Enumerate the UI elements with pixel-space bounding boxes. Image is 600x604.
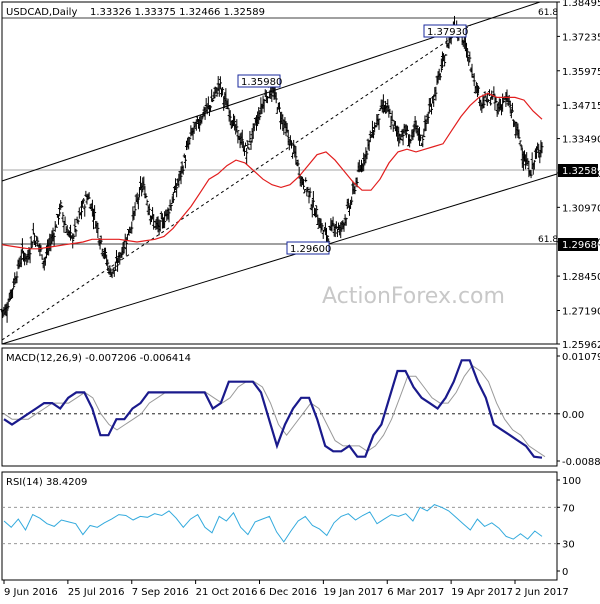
rsi-axis-label: 100 [562,476,581,487]
annotation-high-label: 1.37930 [427,27,468,38]
annotation-high: 1.37930 [423,24,468,38]
level-tag-label: 1.29680 [562,240,600,251]
x-axis-label: 6 Mar 2017 [387,587,444,598]
x-axis-label: 6 Dec 2016 [260,587,318,598]
fib-label-bottom: 61.8 [538,235,558,245]
price-axis-label: 1.33490 [562,135,600,146]
price-axis-label: 1.28450 [562,272,600,283]
annotation-mid-box [237,74,281,88]
x-axis-label: 25 Jul 2016 [68,587,125,598]
rsi-axis-label: 0 [562,567,568,578]
dashed-trend-line [1,24,472,341]
price-axis-label: 1.34715 [562,101,600,112]
price-tag-label: 1.32589 [562,166,600,177]
rsi-panel-frame [1,471,558,581]
rsi-axis: 100 70 30 0 [557,476,581,578]
rsi-title: RSI(14) 38.4209 [6,477,87,488]
watermark: ActionForex.com [322,284,505,309]
annotation-low-box [286,241,330,255]
x-axis-label: 2 Jun 2017 [515,587,569,598]
annotation-high-box [423,24,467,38]
price-axis-label: 1.30970 [562,203,600,214]
level-tag: 1.29680 [558,238,600,251]
annotation-mid-label: 1.35980 [241,77,282,88]
level-tag-box [558,238,598,251]
x-axis-label: 19 Jan 2017 [323,587,383,598]
price-panel-frame [1,1,558,345]
fib-label-top: 61.8 [538,8,558,18]
rsi-line [3,504,543,543]
x-axis-label: 21 Oct 2016 [196,587,258,598]
macd-panel: MACD(12,26,9) -0.007206 -0.006414 [1,347,558,467]
x-axis-label: 9 Jun 2016 [4,587,58,598]
price-axis-label: 1.27190 [562,306,600,317]
macd-main-line [3,359,543,459]
macd-panel-frame [1,347,558,467]
macd-signal-line [3,364,546,458]
price-tag: 1.32589 [558,164,600,177]
x-axis-label: 7 Sep 2016 [132,587,189,598]
x-axis: 9 Jun 2016 25 Jul 2016 7 Sep 2016 21 Oct 20… [3,580,569,598]
macd-axis-label: 0.010797 [562,352,600,363]
rsi-grid [2,506,557,545]
rsi-axis-label: 70 [562,503,575,514]
annotation-low: 1.29600 [286,241,331,255]
price-axis-label: 1.35975 [562,67,600,78]
price-axis-label: 1.37235 [562,32,600,43]
macd-axis-label: 0.00 [562,410,584,421]
price-panel: USDCAD,Daily 1.33326 1.33375 1.32466 1.3… [0,1,558,345]
channel-lower-line [1,173,558,345]
price-axis-label: 1.25962 [562,340,600,351]
price-tag-box [558,164,598,177]
chart-header-ohlc: 1.33326 1.33375 1.32466 1.32589 [90,7,265,18]
rsi-panel: RSI(14) 38.4209 [1,471,558,581]
macd-axis-label: -0.008812 [562,457,600,468]
macd-title: MACD(12,26,9) -0.007206 -0.006414 [6,353,191,364]
chart-header-symbol: USDCAD,Daily [6,7,77,18]
rsi-axis-label: 30 [562,540,575,551]
ma-line [1,92,543,250]
macd-axis: 0.010797 0.00 -0.008812 [557,352,600,468]
x-axis-label: 19 Apr 2017 [451,587,513,598]
price-axis-label: 1.38495 [562,0,600,9]
annotation-mid: 1.35980 [237,74,282,88]
annotation-low-label: 1.29600 [290,244,331,255]
